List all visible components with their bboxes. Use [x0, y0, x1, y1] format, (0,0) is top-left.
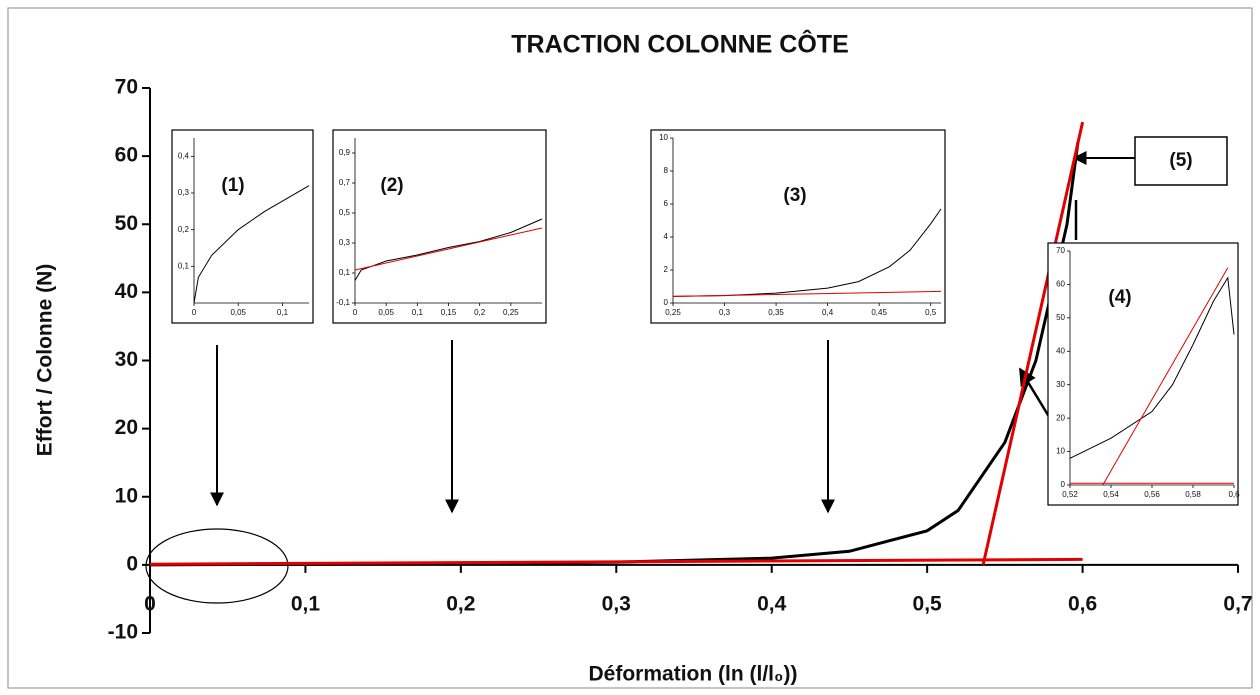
y-tick-label: 0,1 [178, 261, 190, 270]
y-tick-label: 0 [126, 552, 138, 575]
x-axis-label: Déformation (ln (l/l₀)) [589, 663, 798, 686]
y-tick-label: 40 [115, 280, 138, 303]
data-line [981, 121, 1085, 566]
y-tick-label: 8 [664, 166, 669, 175]
annotation: (3) [783, 185, 806, 206]
inset-frame [332, 129, 547, 324]
y-tick-label: 60 [115, 144, 138, 167]
annotation: (4) [1108, 287, 1131, 308]
x-tick-label: 0,6 [1068, 592, 1097, 615]
x-tick-label: 0,56 [1144, 490, 1160, 499]
data-line [672, 290, 942, 297]
x-tick-label: 0,4 [822, 308, 834, 317]
y-tick-label: 0,2 [178, 225, 190, 234]
x-tick-label: 0 [353, 308, 358, 317]
y-tick-label: 0,4 [178, 151, 190, 160]
y-tick-label: 10 [115, 484, 138, 507]
x-tick-label: 0,35 [768, 308, 784, 317]
y-tick-label: 0,7 [339, 178, 351, 187]
y-tick-label: 50 [115, 212, 138, 235]
highlight-ellipse [145, 528, 289, 604]
y-tick-label: 0,9 [339, 148, 351, 157]
x-tick-label: 0,2 [474, 308, 486, 317]
x-tick-label: 0,5 [913, 592, 943, 615]
x-tick-label: 0 [192, 308, 197, 317]
y-tick-label: 70 [1056, 246, 1065, 255]
y-tick-label: 0 [664, 298, 669, 307]
y-tick-label: 10 [1056, 447, 1065, 456]
y-tick-label: 50 [1056, 313, 1065, 322]
y-tick-label: 10 [659, 133, 668, 142]
y-tick-label: 30 [115, 348, 138, 371]
data-line [354, 227, 543, 271]
chart-title: TRACTION COLONNE CÔTE [511, 29, 849, 59]
x-tick-label: 0,45 [871, 308, 887, 317]
x-tick-label: 0,2 [446, 592, 475, 615]
x-tick-label: 0,7 [1223, 592, 1252, 615]
y-tick-label: 2 [664, 265, 669, 274]
x-tick-label: 0,3 [602, 592, 631, 615]
y-axis-label: Effort / Colonne (N) [34, 264, 57, 456]
x-tick-label: 0,5 [925, 308, 937, 317]
y-tick-label: 6 [664, 199, 669, 208]
y-tick-label: 20 [1056, 413, 1065, 422]
x-tick-label: 0 [144, 592, 156, 615]
x-tick-label: 0,3 [719, 308, 731, 317]
y-tick-label: 60 [1056, 280, 1065, 289]
y-tick-label: 0,1 [339, 268, 351, 277]
x-tick-label: 0,1 [277, 308, 289, 317]
inset-frame [1047, 242, 1239, 506]
x-tick-label: 0,05 [230, 308, 246, 317]
y-tick-label: 70 [115, 76, 138, 99]
y-tick-label: 0,3 [339, 238, 351, 247]
y-tick-label: 0 [1061, 480, 1066, 489]
data-line [1102, 267, 1229, 486]
data-line [149, 557, 1083, 566]
data-line [354, 218, 543, 281]
x-tick-label: 0,05 [378, 308, 394, 317]
x-tick-label: 0,6 [1228, 490, 1240, 499]
y-tick-label: 0,3 [178, 188, 190, 197]
x-tick-label: 0,15 [441, 308, 457, 317]
annotation: (2) [380, 175, 403, 196]
x-tick-label: 0,4 [757, 592, 787, 615]
y-tick-label: 4 [664, 232, 669, 241]
annotation: (5) [1169, 150, 1192, 171]
frame [7, 7, 1253, 689]
x-tick-label: 0,58 [1185, 490, 1201, 499]
x-tick-label: 0,25 [503, 308, 519, 317]
x-tick-label: 0,25 [665, 308, 681, 317]
x-tick-label: 0,52 [1062, 490, 1078, 499]
y-tick-label: 20 [115, 416, 138, 439]
y-tick-label: -0,1 [336, 298, 350, 307]
y-tick-label: 0,5 [339, 208, 351, 217]
callout-box [1134, 136, 1228, 186]
y-tick-label: -10 [108, 621, 138, 644]
x-tick-label: 0,1 [412, 308, 424, 317]
x-tick-label: 0,1 [291, 592, 321, 615]
annotation: (1) [221, 175, 244, 196]
data-line [1069, 276, 1235, 459]
data-line [193, 185, 310, 304]
y-tick-label: 30 [1056, 380, 1065, 389]
y-tick-label: 40 [1056, 346, 1065, 355]
x-tick-label: 0,54 [1103, 490, 1119, 499]
